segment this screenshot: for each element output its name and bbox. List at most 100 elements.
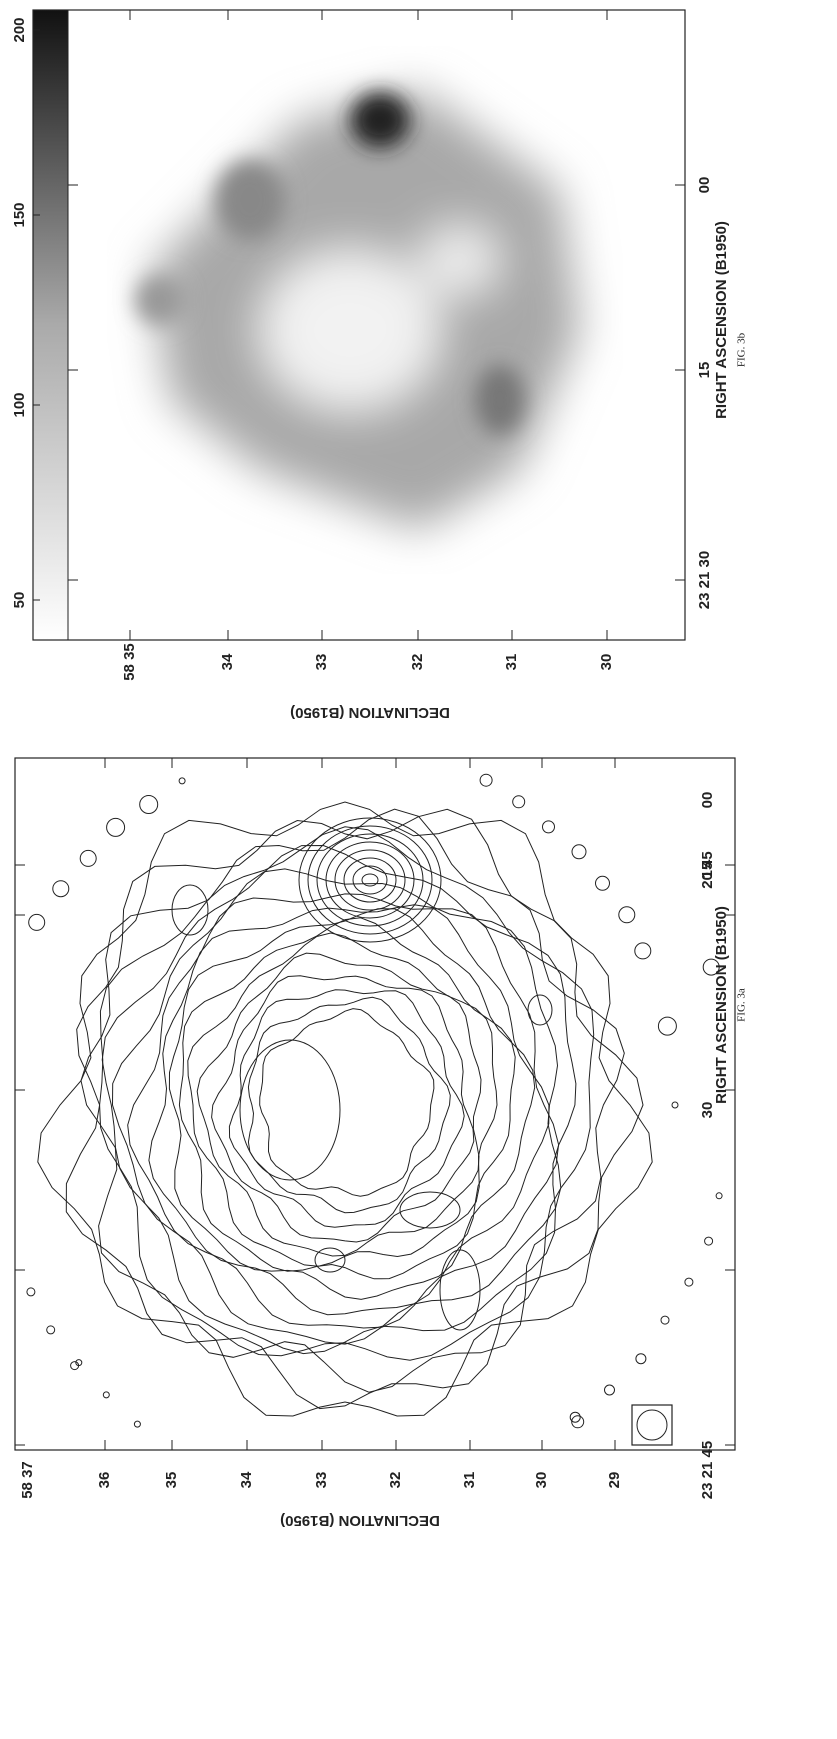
contour	[28, 913, 46, 931]
contour	[660, 1315, 670, 1325]
dec-tick-label: 58 37	[19, 1461, 36, 1499]
contour	[361, 873, 379, 887]
colorbar	[32, 9, 69, 641]
dec-tick-label: 36	[96, 1472, 113, 1489]
y-axis-label: DECLINATION (B1950)	[280, 1512, 440, 1529]
contour	[571, 1415, 585, 1429]
colorbar-tick-label: 100	[11, 392, 28, 417]
contour	[571, 844, 587, 860]
contour	[343, 857, 397, 903]
contour	[527, 994, 553, 1026]
contour	[211, 975, 475, 1243]
contour	[178, 917, 516, 1280]
ra-tick-label: 30	[699, 1102, 716, 1119]
figure-3a	[14, 757, 736, 1451]
contour	[352, 865, 388, 895]
contour	[298, 817, 442, 943]
figure-3b	[32, 9, 686, 641]
contour	[178, 777, 186, 785]
contour	[595, 875, 610, 891]
contour	[75, 1359, 83, 1367]
contour	[101, 844, 577, 1355]
ra-tick-label: 15	[699, 862, 716, 879]
colorbar-tick-label: 200	[11, 17, 28, 42]
contour	[399, 1191, 461, 1229]
beam	[636, 1409, 668, 1441]
colorbar-tick-label: 50	[11, 592, 28, 609]
x-axis-label: RIGHT ASCENSION (B1950)	[713, 221, 730, 419]
contour	[479, 773, 493, 787]
contour	[228, 989, 465, 1228]
contour	[657, 1016, 677, 1036]
contour	[139, 795, 159, 814]
contour	[37, 801, 653, 1417]
contour	[52, 880, 70, 898]
contour	[316, 833, 424, 927]
contour	[512, 795, 526, 809]
contour	[46, 1325, 56, 1335]
dec-tick-label: 34	[238, 1471, 255, 1488]
contour	[111, 868, 562, 1345]
contour	[79, 849, 97, 867]
beam-box	[631, 1404, 673, 1446]
grayscale-image	[135, 90, 580, 530]
ra-tick-label: 00	[696, 177, 713, 194]
dec-tick-label: 33	[313, 654, 330, 671]
contour	[542, 820, 555, 834]
dec-tick-label: 35	[163, 1472, 180, 1489]
caption: FIG. 3b	[736, 332, 748, 367]
contour	[439, 1249, 481, 1331]
contour	[684, 1277, 694, 1287]
contour	[671, 1101, 679, 1109]
dec-tick-label: 33	[313, 1472, 330, 1489]
contour	[65, 808, 644, 1410]
ra-tick-label: 15	[696, 362, 713, 379]
contour	[133, 1420, 141, 1428]
ra-tick-label: 23 21 45	[699, 1441, 716, 1499]
dec-tick-label: 32	[409, 654, 426, 671]
colorbar-tick-label: 150	[11, 202, 28, 227]
contour	[171, 884, 209, 936]
ra-tick-label: 23 21 30	[696, 551, 713, 609]
contour	[168, 908, 536, 1300]
frame	[14, 757, 736, 1451]
contour	[325, 841, 415, 919]
dec-tick-label: 31	[503, 654, 520, 671]
caption: FIG. 3a	[736, 988, 748, 1022]
contour	[569, 1411, 581, 1423]
contour	[127, 893, 560, 1329]
dec-tick-label: 58 35	[121, 643, 138, 681]
contour	[618, 906, 636, 924]
dec-tick-label: 32	[387, 1472, 404, 1489]
dec-tick-label: 31	[461, 1472, 478, 1489]
x-axis-label: RIGHT ASCENSION (B1950)	[713, 906, 730, 1104]
contour	[604, 1384, 615, 1396]
contour	[196, 952, 482, 1257]
contour	[634, 942, 652, 960]
dec-tick-label: 29	[606, 1472, 623, 1489]
contour	[239, 1039, 341, 1181]
dec-tick-label: 30	[598, 654, 615, 671]
contour	[704, 1236, 714, 1246]
contour	[259, 1008, 435, 1197]
y-axis-label: DECLINATION (B1950)	[290, 704, 450, 721]
contour	[99, 826, 595, 1361]
contour	[247, 996, 451, 1214]
dec-tick-label: 34	[219, 653, 236, 670]
ra-tick-label: 00	[699, 792, 716, 809]
contour	[702, 958, 720, 976]
contour	[80, 808, 625, 1393]
contour	[314, 1247, 346, 1273]
contour	[106, 817, 126, 837]
contour	[635, 1353, 647, 1365]
contour	[334, 849, 406, 911]
contour	[26, 1287, 36, 1297]
contour	[102, 1391, 110, 1399]
ra-tick-label: 20 45	[699, 851, 716, 889]
frame	[32, 9, 686, 641]
contour	[715, 1192, 723, 1200]
dec-tick-label: 30	[533, 1472, 550, 1489]
contour	[187, 932, 498, 1267]
contour	[307, 825, 433, 935]
